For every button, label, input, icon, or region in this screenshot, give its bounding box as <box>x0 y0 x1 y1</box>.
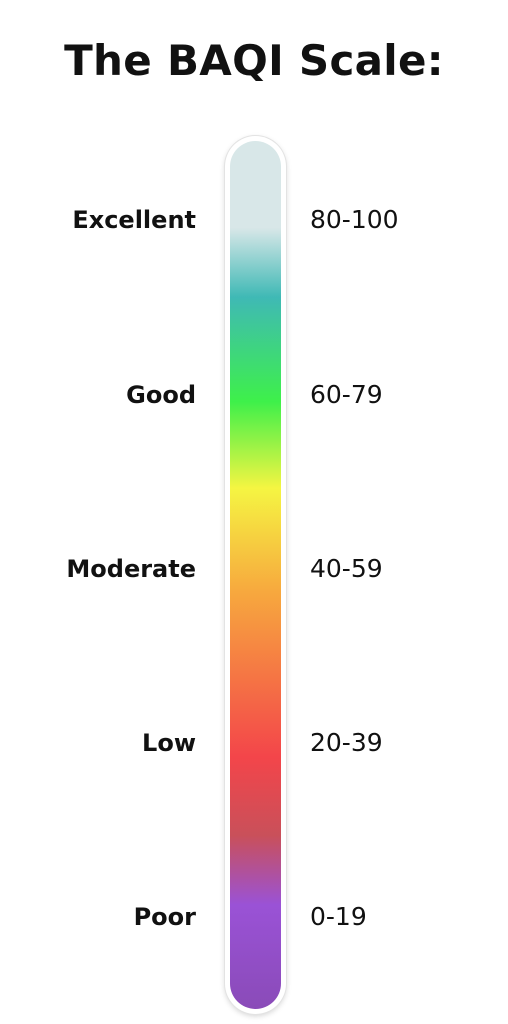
range-label-excellent: 80-100 <box>310 205 399 234</box>
level-label-low: Low <box>142 729 196 757</box>
scale-row-excellent: Excellent 80-100 <box>0 202 508 238</box>
range-label-good: 60-79 <box>310 380 383 409</box>
range-label-moderate: 40-59 <box>310 554 383 583</box>
range-label-poor: 0-19 <box>310 902 367 931</box>
level-label-good: Good <box>126 381 196 409</box>
level-label-excellent: Excellent <box>72 206 196 234</box>
gradient-bar-fill <box>230 141 281 1009</box>
scale-row-good: Good 60-79 <box>0 377 508 413</box>
page-title: The BAQI Scale: <box>64 36 444 85</box>
level-label-moderate: Moderate <box>66 555 196 583</box>
scale-row-poor: Poor 0-19 <box>0 899 508 935</box>
level-label-poor: Poor <box>133 903 196 931</box>
scale-row-moderate: Moderate 40-59 <box>0 551 508 587</box>
scale-row-low: Low 20-39 <box>0 725 508 761</box>
gradient-bar-inner <box>230 141 281 1009</box>
range-label-low: 20-39 <box>310 728 383 757</box>
baqi-gradient-bar <box>225 136 286 1014</box>
